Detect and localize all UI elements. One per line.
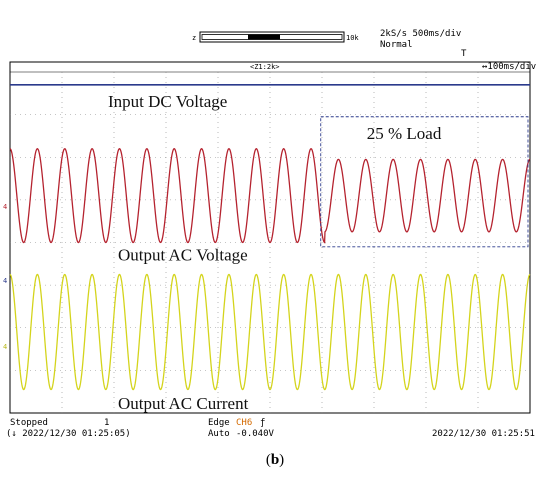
dc-channel-marker: 4 [3,277,7,285]
series-label-output-ac-voltage: Output AC Voltage [118,246,248,265]
record-length-bar [199,31,345,43]
trigger-edge-icon: ƒ [260,418,265,428]
trigger-source: CH6 [236,418,252,428]
trigger-position-marker: T [461,49,467,59]
acquisition-status: Stopped [10,418,48,428]
sample-rate-readout: 2kS/s 500ms/div [380,29,461,39]
trigger-type: Edge [208,418,230,428]
load-annotation-box [320,116,529,248]
header-bar: z 10k 2kS/s 500ms/div Normal T [192,29,467,59]
series-label-input-dc-voltage: Input DC Voltage [108,92,227,111]
figure-caption: (b) [265,452,285,468]
trigger-level: -0.040V [236,429,275,439]
zoom-ratio: <Z1:2k> [250,63,280,71]
end-timestamp: 2022/12/30 01:25:51 [432,429,535,439]
output-ac-voltage-trace [9,148,531,244]
acquisition-mode: Normal [380,40,413,50]
start-timestamp: (↓ 2022/12/30 01:25:05) [6,429,131,439]
footer-bar: Stopped 1 Edge CH6 ƒ Auto -0.040V (↓ 202… [6,418,535,439]
series-label-output-ac-current: Output AC Current [118,394,249,413]
zoom-timebase: ↔100ms/div [482,62,536,72]
zoom-marker-right: 10k [346,34,359,42]
output-ac-current-trace [9,273,531,391]
caption-letter: b [270,452,280,468]
trigger-mode: Auto [208,429,230,439]
record-length-window [248,34,280,40]
load-annotation-label: 25 % Load [367,124,442,143]
current-channel-marker: 4 [3,343,7,351]
zoom-marker-left: z [192,34,196,42]
record-number: 1 [104,418,109,428]
voltage-channel-marker: 4 [3,203,7,211]
